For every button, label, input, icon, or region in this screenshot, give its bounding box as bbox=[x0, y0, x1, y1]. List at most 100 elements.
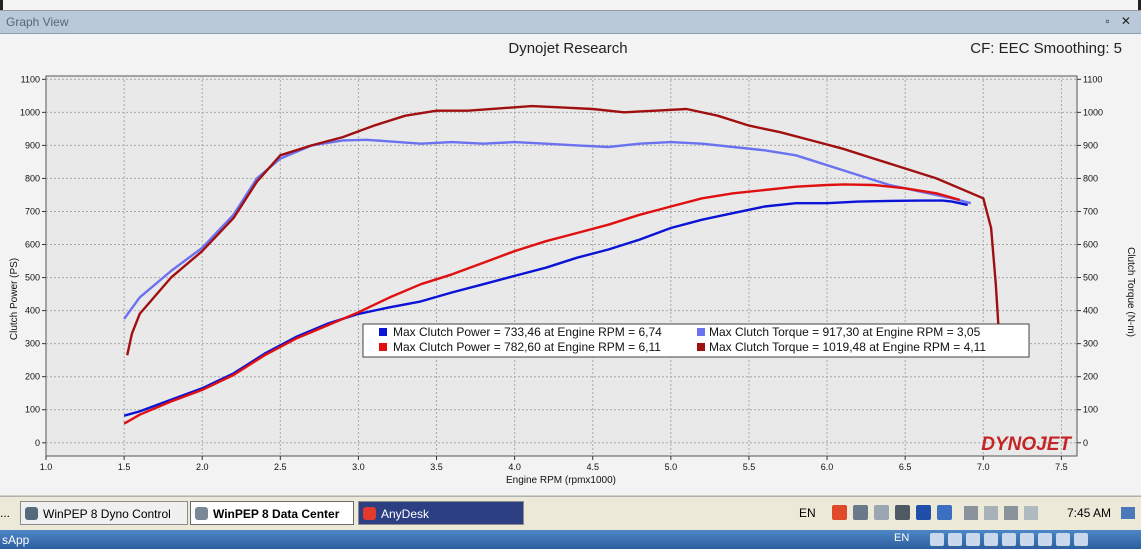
clock[interactable]: 7:45 AM bbox=[1067, 506, 1112, 520]
plot-background bbox=[45, 75, 1078, 457]
taskbar-item-dyno-control[interactable]: WinPEP 8 Dyno Control bbox=[20, 501, 188, 525]
tray-up-arrow-icon[interactable] bbox=[930, 533, 944, 546]
close-icon[interactable] bbox=[1074, 533, 1088, 546]
y-tick-label-right: 700 bbox=[1083, 206, 1098, 216]
anydesk-icon bbox=[363, 507, 376, 520]
legend-swatch-0 bbox=[379, 328, 387, 336]
monitor-icon[interactable] bbox=[895, 505, 910, 520]
bluetooth-icon[interactable] bbox=[916, 505, 931, 520]
flag-icon[interactable] bbox=[1002, 533, 1016, 546]
volume-icon[interactable] bbox=[1020, 533, 1034, 546]
host-app-label[interactable]: sApp bbox=[2, 533, 30, 547]
system-tray-extra bbox=[964, 506, 1038, 520]
legend-swatch-3 bbox=[697, 343, 705, 351]
y-tick-label-left: 900 bbox=[25, 140, 40, 150]
y-axis-right: 0 100 200 300 400 500 600 700 800 900 1000 1100 bbox=[1077, 74, 1103, 448]
top-strip-edge-left bbox=[0, 0, 3, 10]
y-tick-label-right: 500 bbox=[1083, 273, 1098, 283]
legend-label-3: Max Clutch Torque = 1019,48 at Engine RP… bbox=[709, 340, 986, 354]
network-icon[interactable] bbox=[874, 505, 889, 520]
speaker-icon[interactable] bbox=[1056, 533, 1070, 546]
network-icon[interactable] bbox=[984, 533, 998, 546]
volume-icon[interactable] bbox=[1024, 506, 1038, 520]
x-tick-label: 5.0 bbox=[665, 462, 678, 472]
x-tick-label: 1.5 bbox=[118, 462, 131, 472]
y-tick-label-right: 1100 bbox=[1083, 74, 1102, 84]
series-lines bbox=[123, 104, 1001, 425]
series-line-1 bbox=[123, 138, 972, 320]
dyno-chart: Dynojet Research CF: EEC Smoothing: 5 1.… bbox=[9, 40, 1136, 486]
show-desktop-icon[interactable] bbox=[1121, 507, 1135, 519]
y-tick-label-right: 900 bbox=[1083, 140, 1098, 150]
y-axis-right-label: Clutch Torque (N-m) bbox=[1125, 247, 1136, 337]
taskbar: ... WinPEP 8 Dyno Control WinPEP 8 Data … bbox=[0, 496, 1141, 530]
anydesk-tray-icon[interactable] bbox=[832, 505, 847, 520]
system-tray bbox=[832, 505, 962, 521]
taskbar-overflow[interactable]: ... bbox=[0, 506, 11, 520]
host-tray-icons bbox=[930, 533, 1135, 547]
y-tick-label-right: 0 bbox=[1083, 438, 1088, 448]
host-taskbar: sApp EN bbox=[0, 530, 1141, 549]
top-strip-edge-right bbox=[1138, 0, 1141, 10]
x-tick-label: 2.5 bbox=[274, 462, 287, 472]
security-icon[interactable] bbox=[937, 505, 952, 520]
y-tick-label-left: 1000 bbox=[20, 107, 40, 117]
x-tick-label: 5.5 bbox=[743, 462, 756, 472]
x-tick-label: 4.5 bbox=[586, 462, 599, 472]
series-line-0 bbox=[123, 199, 968, 417]
chart-header-right: CF: EEC Smoothing: 5 bbox=[970, 40, 1122, 57]
host-language-indicator[interactable]: EN bbox=[894, 532, 910, 544]
legend-box bbox=[362, 323, 1030, 358]
y-tick-label-left: 200 bbox=[25, 372, 40, 382]
x-tick-label: 4.0 bbox=[508, 462, 521, 472]
device-icon[interactable] bbox=[1004, 506, 1018, 520]
display-icon[interactable] bbox=[964, 506, 978, 520]
y-tick-label-right: 800 bbox=[1083, 173, 1098, 183]
language-indicator[interactable]: EN bbox=[799, 506, 816, 520]
legend-label-1: Max Clutch Torque = 917,30 at Engine RPM… bbox=[709, 325, 981, 339]
y-tick-label-left: 400 bbox=[25, 306, 40, 316]
legend-swatch-2 bbox=[379, 343, 387, 351]
grid bbox=[46, 76, 1077, 456]
legend-label-0: Max Clutch Power = 733,46 at Engine RPM … bbox=[393, 325, 662, 339]
y-axis-left-label: Clutch Power (PS) bbox=[9, 258, 20, 340]
x-tick-label: 6.0 bbox=[821, 462, 834, 472]
signal-icon[interactable] bbox=[853, 505, 868, 520]
legend: Max Clutch Power = 733,46 at Engine RPM … bbox=[362, 323, 1030, 358]
flag-icon[interactable] bbox=[984, 506, 998, 520]
x-tick-label: 7.0 bbox=[977, 462, 990, 472]
window-titlebar[interactable]: Graph View ▫ ✕ bbox=[0, 11, 1141, 34]
data-center-icon bbox=[195, 507, 208, 520]
dyno-app-icon bbox=[25, 507, 38, 520]
x-tick-label: 2.0 bbox=[196, 462, 209, 472]
series-line-3 bbox=[126, 104, 1001, 356]
taskbar-item-label: AnyDesk bbox=[381, 507, 430, 521]
legend-label-2: Max Clutch Power = 782,60 at Engine RPM … bbox=[393, 340, 661, 354]
taskbar-item-anydesk[interactable]: AnyDesk bbox=[358, 501, 524, 525]
x-tick-label: 7.5 bbox=[1055, 462, 1068, 472]
y-tick-label-left: 300 bbox=[25, 339, 40, 349]
y-tick-label-right: 1000 bbox=[1083, 107, 1103, 117]
keyboard-icon[interactable] bbox=[966, 533, 980, 546]
y-tick-label-left: 1100 bbox=[21, 74, 40, 84]
series-line-2 bbox=[123, 183, 961, 425]
window-title: Graph View bbox=[6, 15, 69, 29]
y-tick-label-left: 800 bbox=[25, 173, 40, 183]
y-tick-label-left: 500 bbox=[25, 273, 40, 283]
taskbar-item-label: WinPEP 8 Data Center bbox=[213, 507, 340, 521]
y-tick-label-right: 100 bbox=[1083, 405, 1098, 415]
y-tick-label-left: 600 bbox=[25, 240, 40, 250]
chart-title: Dynojet Research bbox=[508, 40, 627, 57]
y-tick-label-right: 200 bbox=[1083, 372, 1098, 382]
device-icon[interactable] bbox=[1038, 533, 1052, 546]
chart-area: Dynojet Research CF: EEC Smoothing: 5 1.… bbox=[0, 34, 1141, 495]
y-axis-left: 0 100 200 300 400 500 600 700 800 900 1000 1100 bbox=[20, 74, 46, 448]
window-controls[interactable]: ▫ ✕ bbox=[1105, 14, 1135, 28]
x-axis-label: Engine RPM (rpmx1000) bbox=[506, 475, 616, 486]
signal-icon[interactable] bbox=[948, 533, 962, 546]
y-tick-label-right: 300 bbox=[1083, 339, 1098, 349]
taskbar-item-data-center[interactable]: WinPEP 8 Data Center bbox=[190, 501, 354, 525]
taskbar-item-label: WinPEP 8 Dyno Control bbox=[43, 507, 171, 521]
x-tick-label: 3.5 bbox=[430, 462, 443, 472]
x-axis: 1.0 1.5 2.0 2.5 3.0 3.5 4.0 4.5 5.0 5.5 6.0 6.5 7.0 7… bbox=[40, 456, 1068, 472]
